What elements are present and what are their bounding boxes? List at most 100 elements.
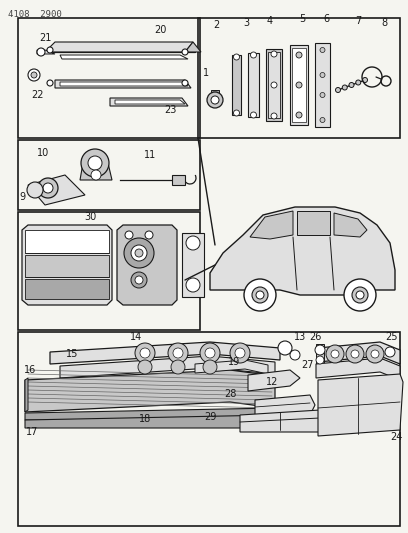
Polygon shape: [55, 80, 191, 88]
Circle shape: [296, 52, 302, 58]
Polygon shape: [172, 175, 185, 185]
Circle shape: [173, 348, 183, 358]
Circle shape: [296, 112, 302, 118]
Circle shape: [28, 69, 40, 81]
Text: 16: 16: [24, 365, 36, 375]
Text: 20: 20: [154, 25, 166, 35]
Text: 29: 29: [204, 412, 216, 422]
Circle shape: [186, 278, 200, 292]
Text: 7: 7: [355, 16, 361, 26]
Text: 23: 23: [164, 105, 176, 115]
Text: 14: 14: [130, 332, 142, 342]
Polygon shape: [117, 225, 177, 305]
Circle shape: [47, 47, 53, 53]
Text: 5: 5: [299, 14, 305, 24]
Polygon shape: [240, 410, 325, 432]
Polygon shape: [318, 374, 403, 436]
Circle shape: [278, 341, 292, 355]
Circle shape: [344, 279, 376, 311]
Circle shape: [168, 343, 188, 363]
Text: 12: 12: [266, 377, 278, 387]
Circle shape: [296, 82, 302, 88]
Polygon shape: [60, 82, 188, 86]
Text: 6: 6: [323, 14, 329, 24]
Polygon shape: [45, 42, 193, 52]
Circle shape: [207, 92, 223, 108]
Polygon shape: [60, 55, 188, 59]
Circle shape: [38, 178, 58, 198]
Polygon shape: [334, 213, 367, 237]
Circle shape: [27, 182, 43, 198]
Circle shape: [326, 345, 344, 363]
Circle shape: [124, 238, 154, 268]
Polygon shape: [25, 370, 275, 412]
Circle shape: [366, 345, 384, 363]
Polygon shape: [232, 55, 241, 115]
Circle shape: [251, 52, 257, 58]
Text: 8: 8: [381, 18, 387, 28]
Circle shape: [233, 54, 239, 60]
Circle shape: [230, 343, 250, 363]
Polygon shape: [250, 211, 293, 239]
Polygon shape: [185, 42, 201, 52]
Polygon shape: [182, 233, 204, 297]
Circle shape: [315, 345, 325, 355]
Circle shape: [131, 272, 147, 288]
Polygon shape: [60, 356, 275, 378]
Circle shape: [186, 236, 200, 250]
Circle shape: [200, 343, 220, 363]
Polygon shape: [315, 43, 330, 127]
Polygon shape: [316, 344, 324, 364]
Polygon shape: [318, 342, 400, 364]
Text: 19: 19: [228, 357, 240, 367]
Polygon shape: [25, 415, 278, 428]
Circle shape: [331, 350, 339, 358]
Circle shape: [290, 350, 300, 360]
Circle shape: [251, 112, 257, 118]
Polygon shape: [22, 225, 112, 305]
Circle shape: [205, 348, 215, 358]
Text: 10: 10: [37, 148, 49, 158]
Polygon shape: [195, 360, 268, 374]
Circle shape: [320, 93, 325, 98]
Circle shape: [320, 47, 325, 52]
Text: 2: 2: [213, 20, 219, 30]
Polygon shape: [210, 207, 395, 295]
Polygon shape: [25, 408, 278, 420]
Circle shape: [81, 149, 109, 177]
Circle shape: [138, 360, 152, 374]
Circle shape: [145, 231, 153, 239]
Circle shape: [335, 87, 341, 93]
Circle shape: [125, 231, 133, 239]
Circle shape: [352, 287, 368, 303]
Polygon shape: [292, 48, 306, 122]
Polygon shape: [268, 52, 280, 118]
Text: 1: 1: [203, 68, 209, 78]
Polygon shape: [25, 378, 28, 412]
Polygon shape: [25, 230, 109, 253]
Polygon shape: [50, 342, 280, 364]
Text: 28: 28: [224, 389, 236, 399]
Polygon shape: [290, 45, 308, 125]
Text: 13: 13: [294, 332, 306, 342]
Circle shape: [316, 356, 324, 364]
Circle shape: [140, 348, 150, 358]
Circle shape: [349, 83, 354, 87]
Polygon shape: [28, 175, 85, 205]
Circle shape: [37, 48, 45, 56]
Circle shape: [211, 96, 219, 104]
Text: 30: 30: [84, 212, 96, 222]
Circle shape: [256, 291, 264, 299]
Polygon shape: [248, 53, 259, 117]
Text: 25: 25: [386, 332, 398, 342]
Text: 18: 18: [139, 414, 151, 424]
Polygon shape: [110, 98, 188, 106]
Polygon shape: [255, 395, 315, 415]
Circle shape: [271, 82, 277, 88]
Circle shape: [271, 51, 277, 57]
Circle shape: [252, 287, 268, 303]
Text: 22: 22: [32, 90, 44, 100]
Circle shape: [135, 343, 155, 363]
Circle shape: [346, 345, 364, 363]
Polygon shape: [316, 358, 400, 380]
